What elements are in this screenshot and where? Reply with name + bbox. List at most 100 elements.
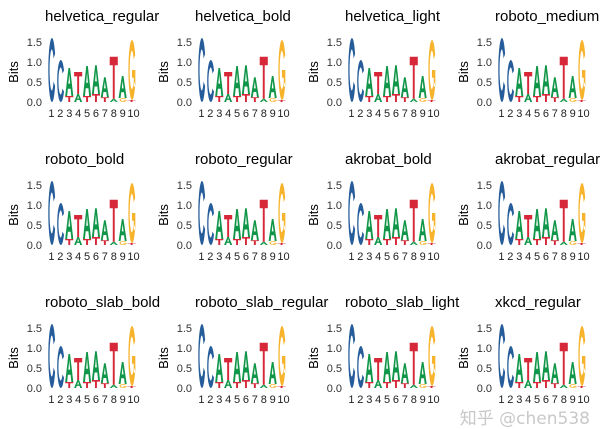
logo-letter-A — [100, 77, 109, 98]
logo-letter-A — [524, 94, 533, 102]
x-tick-label: 8 — [411, 251, 417, 263]
x-tick-label: 10 — [577, 251, 589, 263]
logo-letter-A — [74, 380, 83, 388]
logo-letter-A — [541, 65, 550, 94]
logo-letter-A — [250, 220, 259, 241]
logo-letter-T — [409, 56, 418, 99]
logo-letter-A — [365, 68, 374, 96]
logo-letter-T — [259, 199, 268, 242]
x-tick-label: 9 — [570, 394, 576, 406]
y-axis-label: Bits — [156, 61, 171, 83]
logo-letter-A — [374, 237, 383, 245]
x-tick-label: 2 — [57, 108, 63, 120]
logo-letter-T — [541, 237, 550, 245]
logo-letter-T — [91, 94, 100, 102]
logo-letter-T — [383, 96, 392, 102]
x-tick-label: 2 — [357, 108, 363, 120]
logo-letter-A — [374, 94, 383, 102]
logo-letter-G — [278, 40, 286, 100]
logo-letter-G — [269, 241, 277, 245]
y-tick-label: 1.0 — [327, 343, 342, 355]
x-tick-label: 5 — [84, 251, 90, 263]
x-tick-label: 6 — [543, 394, 549, 406]
logo-letter-C — [198, 181, 206, 245]
x-tick-label: 10 — [577, 394, 589, 406]
y-tick-label: 0.5 — [177, 363, 192, 375]
logo-letter-A — [374, 380, 383, 388]
logo-letter-A — [515, 68, 524, 96]
x-tick-label: 2 — [57, 394, 63, 406]
x-tick-label: 5 — [234, 108, 240, 120]
logo-letter-T — [74, 215, 83, 237]
logo-letter-A — [118, 219, 127, 241]
logo-letter-T — [577, 386, 586, 388]
logo-letter-G — [269, 98, 277, 102]
y-axis-label: Bits — [306, 61, 321, 83]
panel-title: roboto_slab_regular — [195, 294, 328, 311]
logo-letter-A — [233, 352, 242, 382]
logo-letter-G — [569, 241, 577, 245]
y-tick-label: 1.5 — [477, 180, 492, 192]
logo-letter-C — [207, 60, 214, 102]
logo-letter-A — [559, 384, 568, 388]
logo-letter-A — [533, 209, 542, 239]
logo-panel: roboto_medium Bits 0.0 0.5 1.0 1.5 1 2 3 4 5 6 7 8 9 10 — [456, 8, 599, 120]
x-tick-label: 3 — [366, 108, 372, 120]
x-tick-label: 7 — [552, 251, 558, 263]
y-axis-label: Bits — [6, 61, 21, 83]
logo-panel: helvetica_regular Bits 0.0 0.5 1.0 1.5 1 2 3 4 5 6 7… — [6, 8, 159, 120]
logo-letter-T — [215, 96, 224, 102]
y-tick-label: 0.5 — [477, 363, 492, 375]
y-tick-label: 1.0 — [177, 200, 192, 212]
logo-letter-G — [119, 241, 127, 245]
y-tick-label: 1.5 — [327, 180, 342, 192]
logo-letter-A — [250, 363, 259, 384]
logo-letter-G — [428, 326, 436, 386]
x-tick-label: 3 — [516, 251, 522, 263]
x-tick-label: 3 — [516, 108, 522, 120]
logo-letter-T — [277, 100, 286, 102]
logo-letter-T — [233, 96, 242, 102]
y-tick-label: 0.0 — [327, 97, 342, 109]
logo-letter-A — [259, 384, 268, 388]
logo-letter-A — [418, 76, 427, 98]
x-tick-label: 3 — [66, 251, 72, 263]
logo-panel: roboto_regular Bits 0.0 0.5 1.0 1.5 1 2 3 4 5 6 7 8 9 1… — [156, 151, 293, 263]
logo-letter-A — [224, 380, 233, 388]
y-tick-label: 0.0 — [177, 240, 192, 252]
x-tick-label: 4 — [75, 108, 81, 120]
logo-letter-A — [524, 380, 533, 388]
logo-letter-T — [277, 243, 286, 245]
x-tick-label: 10 — [127, 108, 139, 120]
logo-letter-A — [83, 66, 92, 96]
logo-letter-A — [409, 98, 418, 102]
logo-letter-T — [241, 94, 250, 102]
y-tick-label: 1.5 — [327, 37, 342, 49]
logo-letter-C — [48, 38, 56, 102]
x-tick-label: 3 — [216, 394, 222, 406]
logo-letter-A — [400, 77, 409, 98]
logo-letter-G — [419, 98, 427, 102]
logo-letter-A — [250, 77, 259, 98]
logo-letter-A — [533, 66, 542, 96]
logo-letter-T — [83, 239, 92, 245]
y-axis-label: Bits — [156, 347, 171, 369]
panel-title: roboto_slab_bold — [45, 294, 160, 311]
x-tick-label: 4 — [375, 394, 381, 406]
y-tick-label: 0.5 — [27, 220, 42, 232]
x-tick-label: 9 — [270, 251, 276, 263]
logo-letter-T — [100, 383, 109, 388]
logo-panel: helvetica_bold Bits 0.0 0.5 1.0 1.5 1 2 3 4 5 6 7 8 9 1… — [156, 8, 291, 120]
y-tick-label: 1.0 — [327, 57, 342, 69]
logo-letter-T — [374, 72, 383, 94]
x-tick-label: 1 — [198, 108, 204, 120]
y-tick-label: 1.0 — [177, 343, 192, 355]
logo-letter-A — [391, 65, 400, 94]
x-tick-label: 1 — [48, 108, 54, 120]
logo-letter-A — [409, 384, 418, 388]
x-tick-label: 10 — [127, 251, 139, 263]
logo-letter-A — [524, 237, 533, 245]
y-tick-label: 1.5 — [177, 180, 192, 192]
y-tick-label: 1.5 — [477, 37, 492, 49]
x-tick-label: 5 — [534, 108, 540, 120]
